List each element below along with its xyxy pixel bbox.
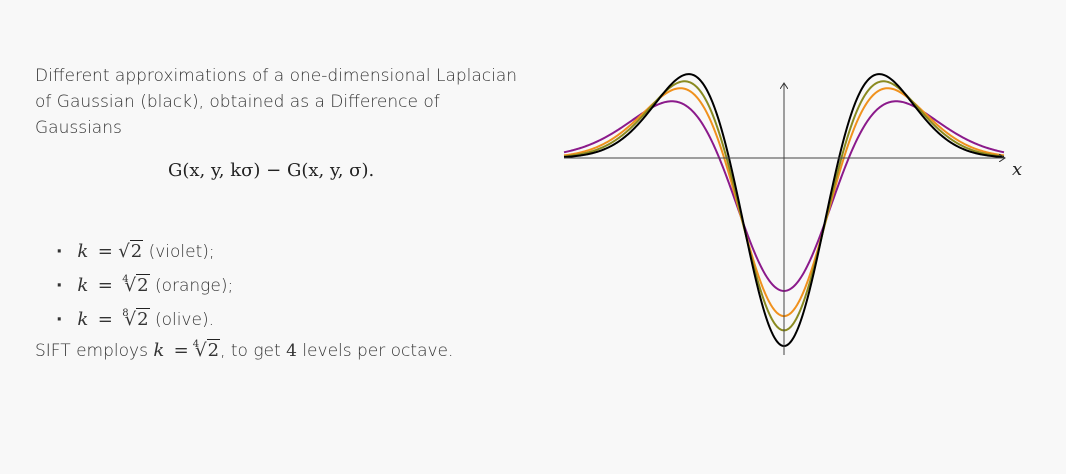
radical: 4√2 [192, 339, 221, 361]
levels-count: 4 [286, 341, 297, 361]
sift-prefix: SIFT employs [35, 341, 148, 361]
color-description: (violet); [148, 242, 215, 262]
equals-sign: = [97, 275, 113, 296]
list-item: · k = 8√2 (olive). [56, 305, 233, 339]
equals-sign: = [97, 241, 113, 262]
k-variable: k [77, 309, 89, 330]
root-argument: 2 [136, 274, 150, 296]
root-argument: 2 [136, 308, 150, 330]
list-item: · k = √2 (violet); [56, 237, 233, 271]
equals-sign: = [97, 309, 113, 330]
radical-sign: √ [124, 309, 137, 330]
radical-sign: √ [195, 340, 207, 361]
intro-text: Different approximations of a one-dimens… [35, 66, 518, 138]
k-variable: k [77, 241, 89, 262]
color-description: (olive). [154, 310, 214, 330]
bullet-dot: · [56, 276, 63, 296]
bullet-dot: · [56, 242, 63, 262]
radical-sign: √ [118, 241, 130, 262]
color-description: (orange); [154, 276, 234, 296]
x-axis-label: x [1012, 159, 1022, 180]
sift-suffix: levels per octave. [302, 341, 454, 361]
k-variable: k [77, 275, 89, 296]
k-value-list: · k = √2 (violet); · k = 4√2 (orange); ·… [56, 237, 233, 339]
radical-sign: √ [124, 275, 137, 296]
root-index: 4 [192, 339, 200, 350]
sift-note: SIFT employs k = 4√2, to get 4 levels per… [35, 339, 454, 361]
root-index: 4 [122, 274, 129, 285]
root-argument: 2 [129, 240, 144, 262]
dog-plot: x [563, 73, 1022, 355]
root-index: 8 [122, 308, 129, 319]
bullet-dot: · [56, 310, 63, 330]
list-item: · k = 4√2 (orange); [56, 271, 233, 305]
radical: 8√2 [122, 305, 150, 338]
root-argument: 2 [206, 339, 221, 361]
dog-formula: G(x, y, kσ) − G(x, y, σ). [168, 160, 375, 181]
radical: √2 [118, 237, 144, 270]
k-variable: k [153, 340, 165, 361]
sift-middle: , to get [220, 341, 281, 361]
equals-sign: = [173, 340, 189, 361]
radical: 4√2 [122, 271, 150, 304]
